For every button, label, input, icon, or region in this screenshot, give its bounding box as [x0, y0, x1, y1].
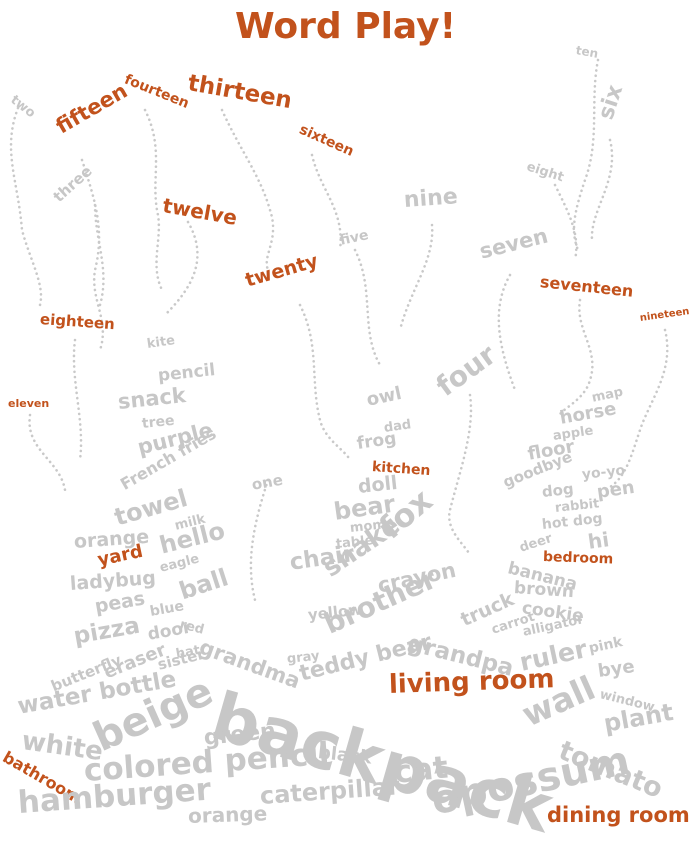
- word-bye: bye: [596, 655, 636, 682]
- word-nine: nine: [403, 184, 459, 213]
- word-bedroom: bedroom: [542, 549, 614, 568]
- page-title: Word Play!: [234, 6, 456, 47]
- word-dog: dog: [541, 479, 575, 501]
- word-eleven: eleven: [8, 397, 50, 410]
- word-kite: kite: [145, 333, 176, 352]
- word-hi: hi: [586, 527, 611, 554]
- word-ten: ten: [574, 43, 600, 61]
- word-pen: pen: [595, 476, 636, 503]
- word-orange-2: orange: [187, 801, 268, 828]
- word-dining-room: dining room: [547, 803, 690, 827]
